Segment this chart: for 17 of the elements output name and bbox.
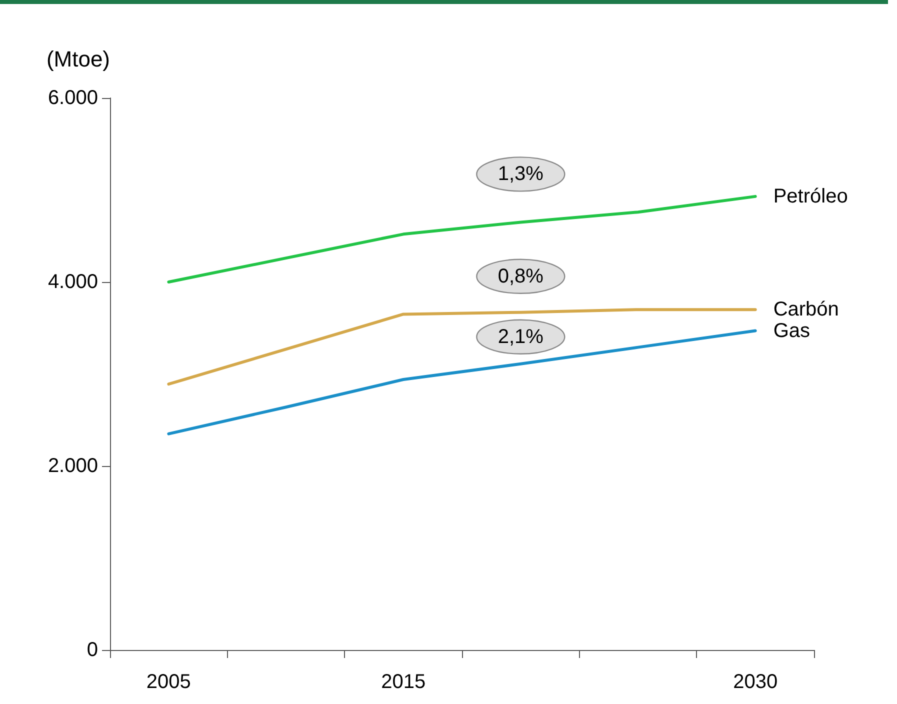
y-tick-label: 6.000 [48,87,98,109]
x-tick-label: 2005 [146,671,191,693]
line-series [167,194,757,284]
annotation: 2,1% [498,326,544,348]
y-axis-title: (Mtoe) [46,46,110,72]
x-tick-label: 2030 [733,671,778,693]
y-tick-label: 0 [86,639,98,661]
line-series [167,308,757,386]
series-label: Petróleo [773,185,848,208]
x-tick-label: 2015 [381,671,426,693]
y-tick-label: 4.000 [48,271,98,293]
series-label: Carbón [773,298,839,321]
series-label: Gas [773,320,810,342]
annotation: 0,8% [498,265,544,288]
annotation: 1,3% [498,163,544,186]
line-series [167,329,757,436]
y-tick-label: 2.000 [48,455,98,477]
